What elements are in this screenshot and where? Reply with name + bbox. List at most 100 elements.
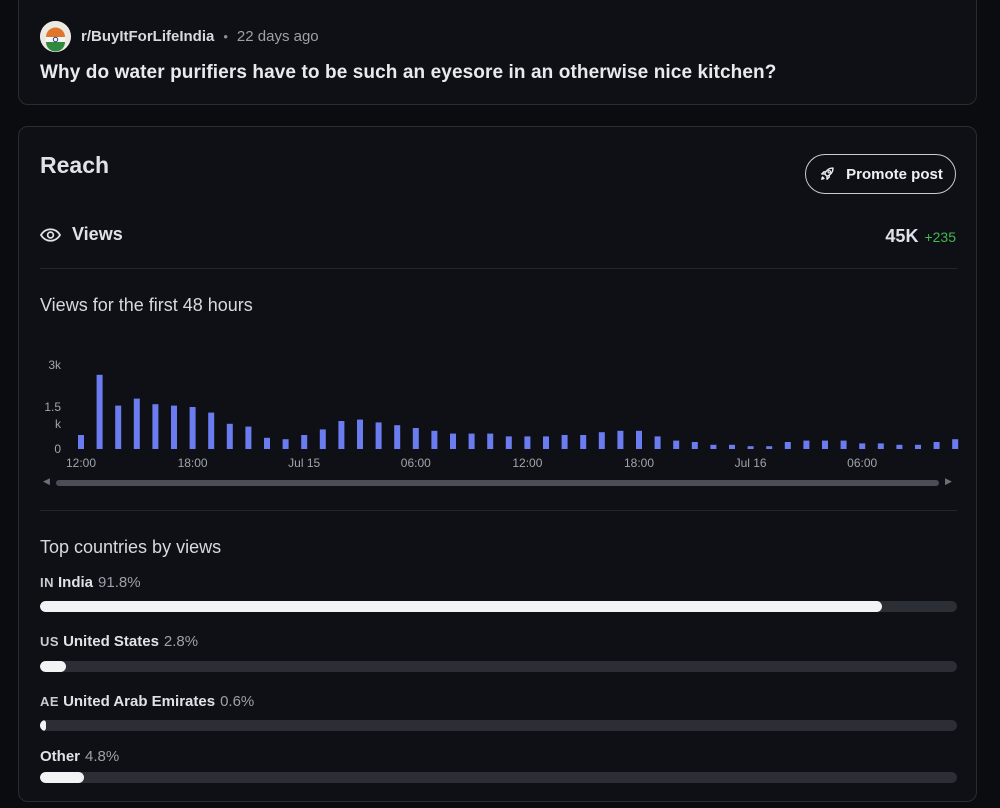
chart-bar[interactable] xyxy=(580,435,587,449)
scroll-left-arrow[interactable]: ◀ xyxy=(43,476,50,486)
country-percent: 0.6% xyxy=(220,693,255,710)
chart-bar[interactable] xyxy=(710,444,717,449)
country-percent: 2.8% xyxy=(163,633,199,650)
x-tick-label: 12:00 xyxy=(66,456,96,470)
chart-scrollbar[interactable] xyxy=(56,480,939,486)
y-tick-label: 3k xyxy=(48,358,62,372)
chart-bar[interactable] xyxy=(319,429,326,449)
chart-bar[interactable] xyxy=(375,422,382,449)
chart-bar[interactable] xyxy=(840,440,847,449)
views-count: 45K xyxy=(885,226,919,246)
chart-bar[interactable] xyxy=(952,439,959,449)
country-bar-united-states xyxy=(40,661,957,672)
country-name: United States xyxy=(63,633,159,650)
chart-bar[interactable] xyxy=(226,423,233,449)
country-bar-fill xyxy=(40,661,66,672)
chart-bar[interactable] xyxy=(915,444,921,449)
country-bar-uae xyxy=(40,720,957,731)
chart-bar[interactable] xyxy=(487,433,494,449)
chart-bar[interactable] xyxy=(803,440,810,449)
chart-bar[interactable] xyxy=(784,442,791,449)
chart-bar[interactable] xyxy=(673,440,680,449)
chart-bar[interactable] xyxy=(133,398,140,449)
views-label: Views xyxy=(72,224,123,244)
chart-bar[interactable] xyxy=(729,444,735,449)
country-bar-fill xyxy=(40,720,46,731)
chart-bar[interactable] xyxy=(338,421,345,449)
chart-bar[interactable] xyxy=(859,443,866,449)
post-card[interactable]: r/BuyItForLifeIndia • 22 days ago Why do… xyxy=(18,0,977,105)
subreddit-logo-icon xyxy=(40,21,71,52)
chart-bar[interactable] xyxy=(264,437,270,449)
chart-bar[interactable] xyxy=(896,444,903,449)
x-tick-label: 06:00 xyxy=(847,456,877,470)
chart-bar[interactable] xyxy=(412,428,419,449)
reach-card: Reach Promote post Views 45K +235 Views … xyxy=(18,126,977,802)
country-percent: 91.8% xyxy=(98,574,141,591)
chart-bar[interactable] xyxy=(598,432,605,449)
chart-bar[interactable] xyxy=(394,425,401,449)
chart-bar[interactable] xyxy=(617,430,624,449)
x-tick-label: 18:00 xyxy=(178,456,208,470)
chart-bar[interactable] xyxy=(189,407,196,449)
x-tick-label: 12:00 xyxy=(512,456,542,470)
scroll-right-arrow[interactable]: ▶ xyxy=(945,476,952,486)
x-tick-label: Jul 15 xyxy=(288,456,320,470)
chart-bar[interactable] xyxy=(152,404,159,449)
chart-bar[interactable] xyxy=(822,440,828,449)
eye-icon xyxy=(40,227,61,242)
chart-bar[interactable] xyxy=(933,442,940,449)
x-tick-label: 18:00 xyxy=(624,456,654,470)
country-code: IN xyxy=(40,575,54,590)
chart-bar[interactable] xyxy=(654,436,661,449)
chart-bar[interactable] xyxy=(543,436,549,449)
y-tick-label: k xyxy=(55,417,62,431)
reach-title: Reach xyxy=(40,152,110,178)
x-tick-label: Jul 16 xyxy=(735,456,767,470)
chart-bar[interactable] xyxy=(505,436,512,449)
divider xyxy=(40,268,957,269)
subreddit-avatar[interactable] xyxy=(40,21,71,52)
chart-bar[interactable] xyxy=(691,442,698,449)
chart-bar[interactable] xyxy=(301,435,308,449)
chart-bar[interactable] xyxy=(450,433,456,449)
chart-bar[interactable] xyxy=(357,419,363,449)
country-bar-fill xyxy=(40,601,882,612)
country-label-uae: AE United Arab Emirates 0.6% xyxy=(40,693,254,710)
views-row: Views xyxy=(40,224,123,245)
chart-bar[interactable] xyxy=(561,435,568,449)
rocket-icon xyxy=(821,167,834,180)
chart-bar[interactable] xyxy=(96,374,103,449)
country-bar-other xyxy=(40,772,957,783)
chart-bar[interactable] xyxy=(208,412,215,449)
post-meta: r/BuyItForLifeIndia • 22 days ago xyxy=(81,28,319,45)
promote-post-button[interactable]: Promote post xyxy=(805,154,956,194)
chart-bar[interactable] xyxy=(468,433,475,449)
chart-title: Views for the first 48 hours xyxy=(40,295,253,315)
country-bar-fill xyxy=(40,772,85,783)
chart-bar[interactable] xyxy=(747,446,754,449)
views-delta: +235 xyxy=(924,229,956,245)
country-label-united-states: US United States 2.8% xyxy=(40,633,198,650)
chart-bar[interactable] xyxy=(171,405,177,449)
chart-bar[interactable] xyxy=(524,436,531,449)
country-label-other: Other 4.8% xyxy=(40,748,119,765)
y-tick-label: 0 xyxy=(54,442,61,456)
promote-post-label: Promote post xyxy=(846,165,943,183)
chart-bar[interactable] xyxy=(78,435,84,449)
chart-bar[interactable] xyxy=(282,439,289,449)
post-title[interactable]: Why do water purifiers have to be such a… xyxy=(40,62,777,83)
chart-bar[interactable] xyxy=(431,430,438,449)
country-bar-india xyxy=(40,601,957,612)
chart-bar[interactable] xyxy=(636,430,642,449)
chart-bar[interactable] xyxy=(245,426,252,449)
top-countries-title: Top countries by views xyxy=(40,537,222,557)
subreddit-name[interactable]: r/BuyItForLifeIndia xyxy=(81,28,215,45)
chart-bar[interactable] xyxy=(877,443,884,449)
y-tick-label: 1.5 xyxy=(44,400,61,414)
chart-bar[interactable] xyxy=(766,446,773,449)
country-percent: 4.8% xyxy=(85,748,120,765)
chart-bar[interactable] xyxy=(115,405,122,449)
country-name: Other xyxy=(40,748,81,765)
x-tick-label: 06:00 xyxy=(401,456,431,470)
